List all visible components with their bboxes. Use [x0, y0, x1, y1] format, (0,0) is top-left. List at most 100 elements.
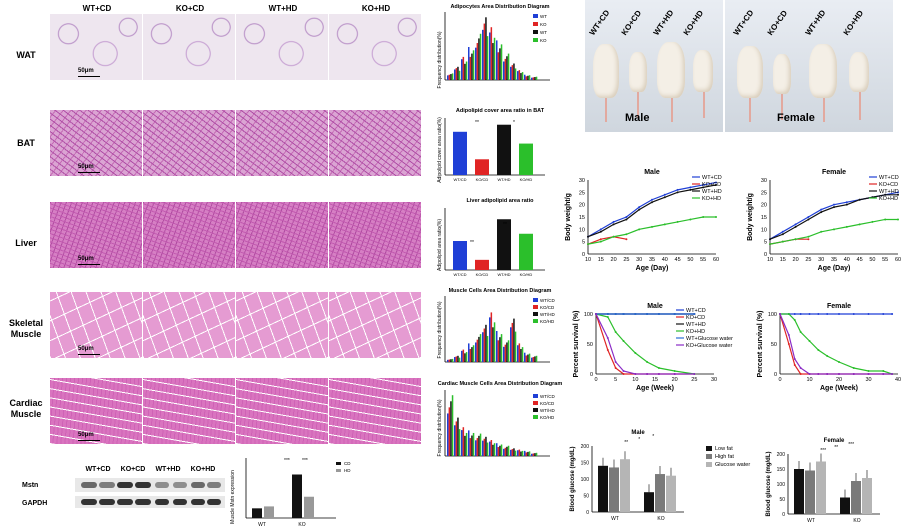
- legend-label: WT+CD: [686, 308, 706, 314]
- data-point: [638, 206, 641, 209]
- musc-legend-3: KO/HD: [540, 319, 555, 324]
- data-point: [867, 313, 870, 315]
- x-tick: 40: [662, 257, 668, 263]
- row-label-wat: WAT: [16, 50, 36, 60]
- legend-label: KO+HD: [702, 196, 721, 202]
- hist-bar: [476, 43, 479, 80]
- hist-bar: [503, 448, 505, 456]
- x-tick: 30: [636, 257, 642, 263]
- hist-bar: [497, 447, 500, 456]
- x-tick: 20: [611, 257, 617, 263]
- hist-bar: [520, 73, 522, 80]
- line-chart-female: Female Age (Week) Percent survival (%) 0 50 1…: [757, 303, 901, 392]
- hist-bar: [472, 50, 475, 80]
- bar-cd: [252, 508, 262, 518]
- y-tick: 5: [582, 240, 585, 246]
- hist-bar: [457, 66, 459, 80]
- hist-bar: [532, 77, 535, 80]
- photo-male-group-0: WT+CD: [587, 8, 612, 37]
- bar: [655, 474, 665, 512]
- data-point: [595, 313, 597, 315]
- data-point: [793, 319, 796, 321]
- data-point: [820, 211, 823, 214]
- y-label: Body weight/g: [565, 193, 572, 241]
- y-tick: 50: [779, 497, 785, 503]
- hist-bar: [486, 36, 489, 80]
- x-tick: 50: [869, 257, 875, 263]
- hist-bar: [510, 327, 512, 362]
- hist-bar: [472, 432, 475, 456]
- chart-title: Male: [647, 303, 663, 310]
- data-point: [638, 208, 641, 211]
- data-point: [793, 313, 796, 315]
- hist-bar: [524, 450, 526, 456]
- hist-bar: [483, 328, 486, 362]
- bat-sig-1: *: [513, 120, 515, 126]
- hist-bar: [472, 345, 475, 362]
- hist-bar: [462, 427, 465, 456]
- data-point: [838, 373, 840, 375]
- tick-label: WT/CD: [453, 272, 466, 277]
- hist-bar: [464, 353, 466, 362]
- hist-bar: [490, 312, 493, 362]
- photo-female-group-3: KO+HD: [841, 8, 866, 37]
- hist-bar: [478, 336, 480, 362]
- hist-bar: [457, 417, 459, 456]
- legend-label: High fat: [715, 454, 734, 460]
- x-tick: 0: [778, 377, 781, 383]
- hist-bar: [507, 445, 510, 456]
- x-label: Age (Day): [636, 265, 669, 272]
- data-point: [882, 370, 885, 372]
- bar-hd: [304, 496, 314, 518]
- y-label: Percent survival (%): [757, 311, 764, 378]
- musc-legend-0: WT/CD: [540, 298, 555, 303]
- hist-bar: [447, 359, 449, 362]
- chart-title: Female: [822, 169, 846, 176]
- micrograph-wat-ko-cd: [143, 14, 235, 80]
- hist-bar: [465, 61, 468, 80]
- mstn-cat-0: WT: [258, 522, 266, 528]
- data-point: [845, 203, 848, 206]
- data-point: [838, 361, 840, 363]
- hist-bar: [468, 343, 470, 362]
- data-point: [884, 218, 887, 221]
- scale-bar: 50μm: [78, 432, 100, 441]
- hist-bar: [514, 68, 517, 80]
- data-point: [787, 343, 790, 345]
- data-point: [852, 313, 855, 315]
- data-point: [845, 225, 848, 228]
- card-legend-0: WT/CD: [540, 394, 555, 399]
- data-point: [614, 361, 617, 363]
- y-tick: 25: [761, 190, 767, 196]
- mstn-legend-1: HD: [344, 468, 351, 473]
- x-tick: 60: [713, 257, 719, 263]
- mstn-sig-0: ***: [284, 458, 290, 464]
- col-header-ko-hd: KO+HD: [361, 4, 391, 13]
- hist-bar: [506, 56, 508, 80]
- hist-bar: [461, 350, 463, 362]
- data-point: [625, 216, 628, 218]
- adipocyte-chart-title: Adipocytes Area Distribution Diagram: [450, 4, 549, 10]
- hist-bar: [499, 48, 501, 80]
- y-tick: 15: [761, 215, 767, 221]
- x-tick: 55: [700, 257, 706, 263]
- x-tick: KO: [657, 516, 664, 522]
- data-point: [799, 331, 802, 333]
- hist-bar: [475, 47, 477, 80]
- x-tick: 35: [831, 257, 837, 263]
- data-point: [625, 218, 628, 221]
- muscle-chart-title: Muscle Cells Area Distribution Diagram: [449, 288, 552, 294]
- series-line: [780, 313, 893, 375]
- card-legend-3: KO/HD: [540, 415, 555, 420]
- data-point: [833, 206, 835, 209]
- tick-label: KO/HD: [520, 272, 533, 277]
- row-label-cardiac: Cardiac Muscle: [9, 398, 43, 419]
- hist-bar: [465, 352, 468, 362]
- legend-label: WT+CD: [879, 175, 899, 181]
- musc-legend-2: WT/HD: [540, 312, 555, 317]
- data-point: [663, 223, 666, 226]
- hist-bar: [497, 340, 500, 362]
- data-point: [606, 349, 609, 351]
- hist-bar: [525, 355, 528, 362]
- hist-bar: [475, 440, 477, 456]
